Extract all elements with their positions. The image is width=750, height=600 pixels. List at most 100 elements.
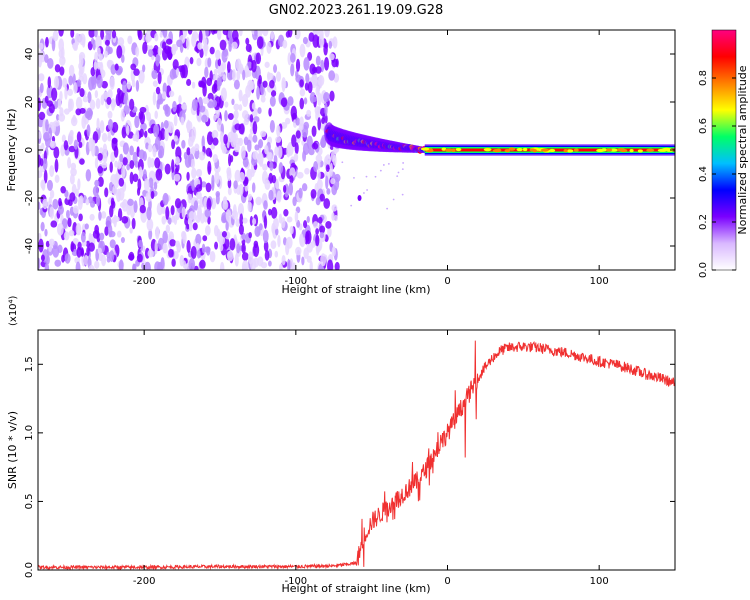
noise-blob xyxy=(198,151,206,161)
noise-blob xyxy=(195,168,203,178)
snr-y-tick-label: 1.5 xyxy=(24,356,35,372)
noise-blob xyxy=(290,63,295,77)
noise-blob xyxy=(214,171,220,185)
noise-blob xyxy=(186,239,191,253)
noise-blob xyxy=(42,198,48,210)
noise-blob xyxy=(103,50,108,58)
noise-blob xyxy=(331,212,335,221)
noise-blob xyxy=(109,76,115,90)
noise-blob xyxy=(303,57,310,71)
noise-blob xyxy=(98,211,102,221)
noise-blob xyxy=(51,37,56,52)
noise-blob xyxy=(127,253,135,261)
noise-blob xyxy=(161,41,167,51)
noise-blob xyxy=(100,30,105,40)
noise-blob xyxy=(290,105,297,120)
noise-blob xyxy=(309,260,313,270)
noise-blob xyxy=(315,55,321,66)
noise-blob xyxy=(231,41,238,50)
noise-blob xyxy=(138,166,143,180)
noise-blob xyxy=(268,208,272,216)
noise-blob xyxy=(100,211,107,219)
noise-blob xyxy=(157,149,163,159)
noise-blob xyxy=(189,57,194,65)
noise-blob xyxy=(51,87,58,101)
colorbar: 0.0 0.2 0.4 0.6 0.8 Normalized spectral ampl… xyxy=(698,29,749,278)
noise-blob xyxy=(146,111,152,122)
noise-blob xyxy=(111,97,116,111)
noise-speck xyxy=(382,164,385,166)
noise-blob xyxy=(324,30,330,38)
noise-blob xyxy=(299,116,304,127)
noise-blob xyxy=(70,167,77,177)
spectrogram-y-tick-label: 0 xyxy=(24,147,35,153)
noise-blob xyxy=(202,97,210,105)
noise-blob xyxy=(332,36,338,49)
noise-blob xyxy=(332,154,337,166)
noise-blob xyxy=(61,134,66,143)
noise-blob xyxy=(104,226,109,236)
noise-blob xyxy=(195,184,203,192)
noise-blob xyxy=(135,46,140,57)
noise-blob xyxy=(233,103,240,111)
noise-blob xyxy=(171,43,177,56)
noise-blob xyxy=(253,240,259,249)
noise-blob xyxy=(217,58,222,67)
noise-blob xyxy=(210,30,216,35)
noise-blob xyxy=(162,192,169,206)
noise-blob xyxy=(303,220,308,229)
noise-blob xyxy=(75,223,82,236)
noise-blob xyxy=(222,30,230,36)
noise-blob xyxy=(298,187,303,199)
noise-blob xyxy=(252,150,259,160)
noise-blob xyxy=(142,64,146,73)
noise-blob xyxy=(271,206,278,219)
noise-blob xyxy=(151,69,158,80)
noise-blob xyxy=(97,247,102,255)
colorbar-tick-label: 0.8 xyxy=(698,70,709,86)
noise-blob xyxy=(115,93,121,107)
noise-blob xyxy=(144,261,151,270)
noise-blob xyxy=(116,45,123,59)
noise-blob xyxy=(279,263,283,270)
noise-blob xyxy=(109,250,115,263)
noise-blob xyxy=(213,68,218,76)
noise-blob xyxy=(238,171,245,183)
noise-blob xyxy=(86,246,90,257)
tone-speck xyxy=(617,148,626,152)
noise-blob xyxy=(53,76,60,90)
noise-speck xyxy=(392,198,395,201)
noise-blob xyxy=(40,179,46,190)
noise-blob xyxy=(233,79,240,90)
noise-speck xyxy=(396,175,399,178)
noise-blob xyxy=(252,121,258,135)
noise-blob xyxy=(266,41,272,54)
noise-blob xyxy=(207,160,212,175)
noise-blob xyxy=(184,217,189,226)
noise-blob xyxy=(99,61,104,75)
noise-blob xyxy=(181,64,188,79)
noise-blob xyxy=(52,30,59,42)
noise-blob xyxy=(191,98,198,111)
noise-blob xyxy=(284,117,291,125)
noise-blob xyxy=(187,30,193,35)
noise-blob xyxy=(331,246,336,257)
noise-blob xyxy=(227,112,234,121)
noise-blob xyxy=(205,30,209,37)
noise-blob xyxy=(186,147,191,156)
spectrogram-y-axis-label: Frequency (Hz) xyxy=(5,109,18,192)
noise-blob xyxy=(129,145,134,156)
noise-blob xyxy=(174,198,182,209)
noise-blob xyxy=(138,239,143,248)
noise-blob xyxy=(123,95,128,105)
noise-speck xyxy=(334,206,337,209)
noise-blob xyxy=(129,159,135,169)
noise-blob xyxy=(167,217,172,225)
noise-blob xyxy=(93,30,98,38)
noise-blob xyxy=(325,220,332,229)
noise-blob xyxy=(302,36,308,45)
noise-blob xyxy=(155,54,160,67)
noise-blob xyxy=(216,77,221,91)
noise-blob xyxy=(267,72,274,80)
noise-blob xyxy=(201,114,208,123)
